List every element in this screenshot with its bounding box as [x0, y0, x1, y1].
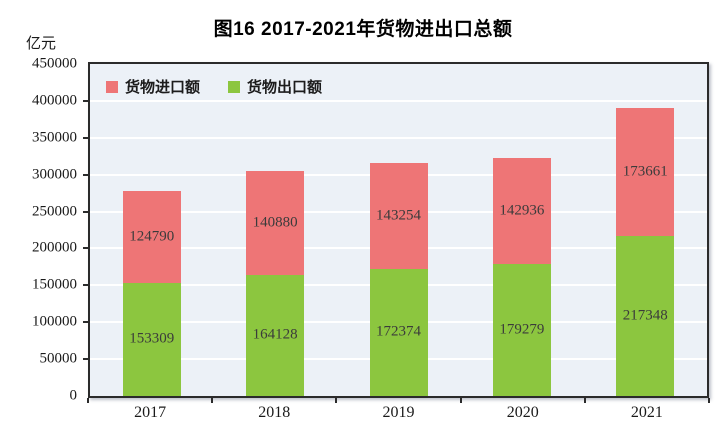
legend-item: 货物出口额	[228, 76, 322, 97]
x-axis-tick	[459, 398, 462, 403]
y-axis-tick	[83, 358, 88, 361]
bar-segment-import	[616, 107, 675, 236]
y-axis-tick	[83, 321, 88, 324]
x-axis-labels: 2017 2018 2019 2020 2021	[88, 404, 709, 422]
bar-segment-export	[616, 235, 675, 396]
y-axis-tick	[83, 284, 88, 287]
bar-value-label-export: 217348	[622, 307, 668, 324]
y-axis-tick-labels: 0 50000 100000 150000 200000 250000 300000 3500…	[0, 56, 80, 404]
bar-segment-import	[492, 158, 551, 264]
y-tick-label: 150000	[32, 276, 77, 293]
bar-segment-export	[492, 263, 551, 396]
y-axis-tick	[83, 210, 88, 213]
legend-label: 货物进口额	[125, 80, 201, 96]
gridline	[90, 99, 707, 102]
bar-value-label-import: 124790	[129, 228, 175, 245]
x-axis-tick	[583, 398, 586, 403]
bar-segment-export	[369, 268, 428, 396]
y-axis-unit-label: 亿元	[26, 36, 57, 52]
x-category-label: 2019	[382, 404, 415, 421]
y-tick-label: 0	[69, 387, 78, 404]
bar-value-label-import: 140880	[252, 214, 298, 231]
x-category-label: 2018	[258, 404, 291, 421]
y-tick-label: 200000	[32, 239, 77, 256]
bar-value-label-import: 143254	[376, 207, 421, 224]
y-axis-tick	[83, 136, 88, 139]
y-tick-label: 450000	[32, 55, 77, 72]
y-tick-label: 400000	[32, 92, 77, 109]
x-axis-tick	[708, 398, 710, 403]
bar-value-label-export: 172374	[376, 323, 421, 340]
y-tick-label: 100000	[32, 313, 77, 330]
bar-segment-export	[122, 282, 181, 396]
bar-segment-import	[122, 190, 181, 283]
bar-value-label-export: 179279	[499, 321, 545, 338]
y-tick-label: 50000	[39, 350, 78, 367]
x-axis-tick	[335, 398, 338, 403]
chart-title: 图16 2017-2021年货物进出口总额	[213, 19, 513, 40]
gridline	[90, 136, 707, 139]
y-tick-label: 250000	[32, 203, 77, 220]
legend-swatch	[106, 80, 118, 93]
bar-value-label-export: 153309	[129, 330, 175, 347]
y-tick-label: 350000	[32, 129, 77, 146]
legend-label: 货物出口额	[247, 80, 323, 96]
x-axis-tick	[211, 398, 214, 403]
y-axis-tick	[83, 247, 88, 250]
bar-value-label-import: 142936	[499, 202, 545, 219]
x-category-label: 2017	[134, 404, 167, 421]
bar-segment-import	[369, 163, 428, 269]
y-axis-tick	[83, 99, 88, 102]
x-category-label: 2020	[506, 404, 539, 421]
x-axis-tick	[87, 398, 89, 403]
y-tick-label: 300000	[32, 166, 77, 183]
y-axis-tick	[83, 173, 88, 176]
plot-area: 货物进口额 货物出口额 153309 124790 164128 140880 17237…	[88, 62, 709, 398]
bar-value-label-import: 173661	[622, 163, 668, 180]
bar-segment-export	[246, 274, 305, 396]
x-category-label: 2021	[630, 404, 663, 421]
bar-value-label-export: 164128	[252, 326, 298, 343]
legend: 货物进口额 货物出口额	[106, 76, 322, 97]
bar-segment-import	[246, 170, 305, 275]
legend-item: 货物进口额	[106, 76, 200, 97]
legend-swatch	[228, 80, 241, 93]
